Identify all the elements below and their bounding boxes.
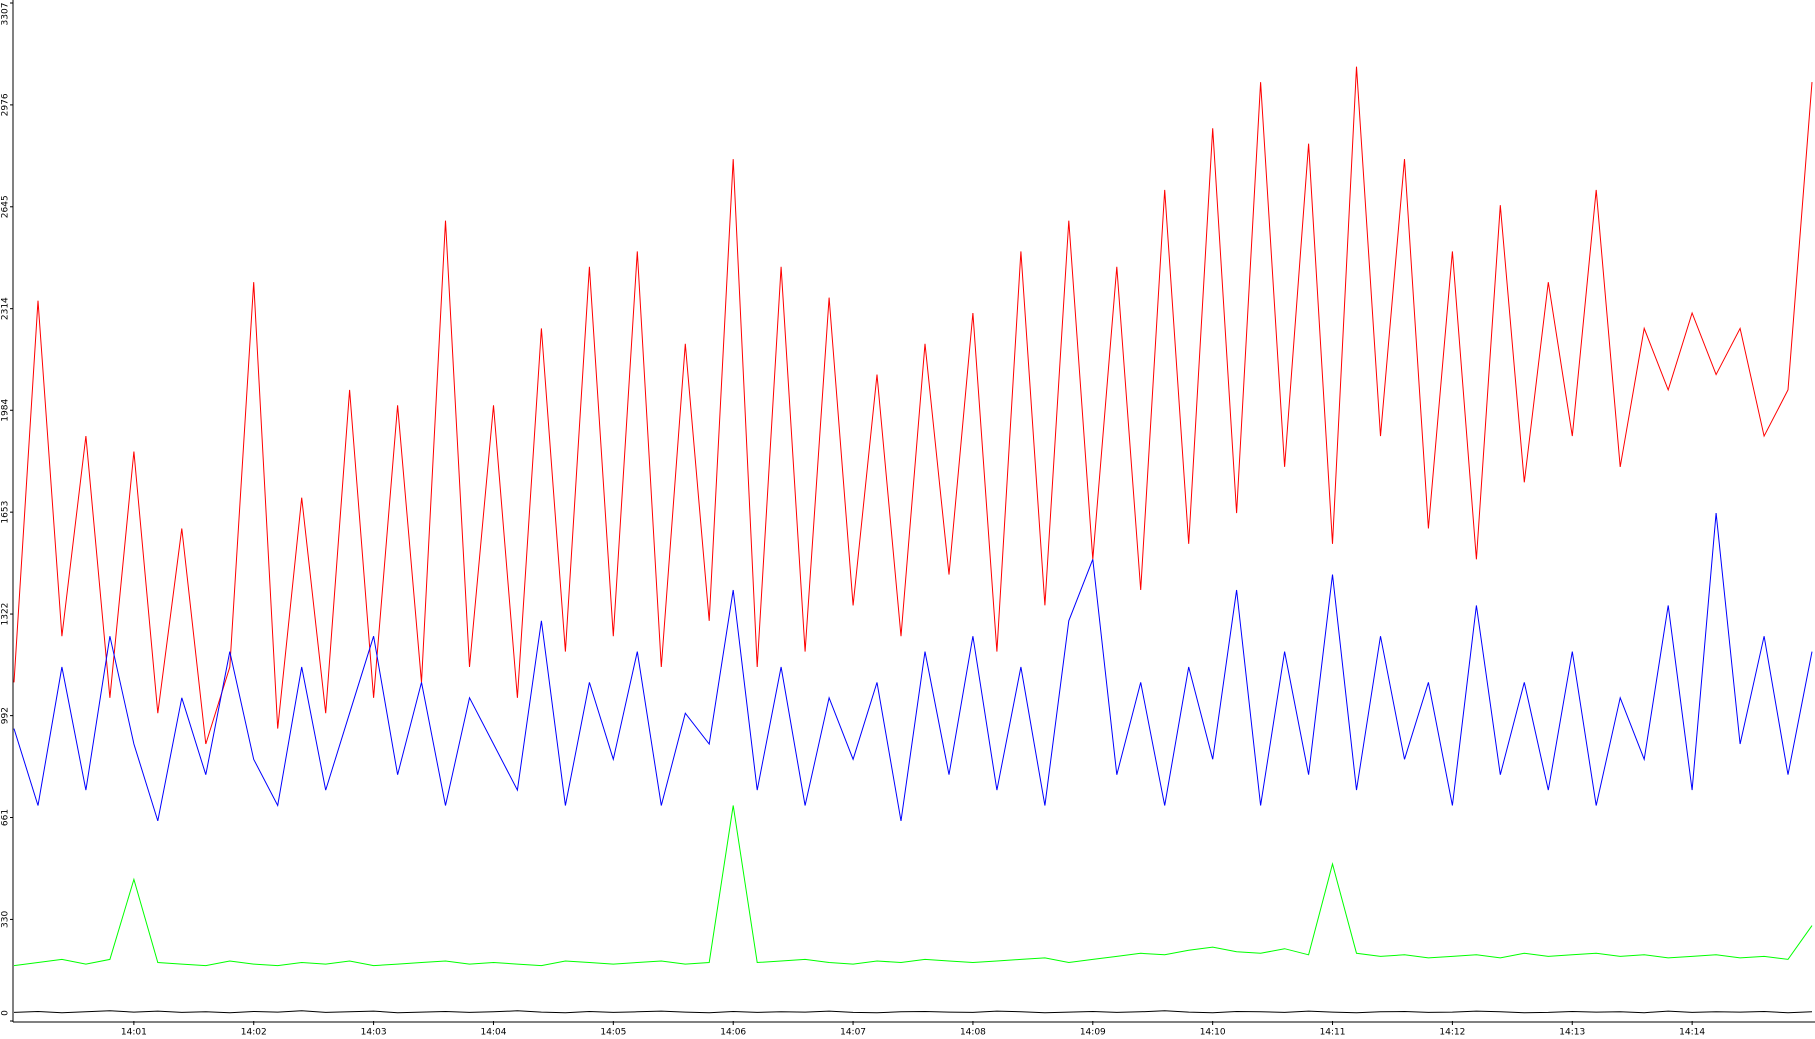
x-tick-label: 14:13	[1559, 1028, 1585, 1038]
x-tick-label: 14:14	[1679, 1028, 1705, 1038]
y-tick-label: 992	[1, 707, 11, 724]
x-tick-label: 14:02	[241, 1028, 267, 1038]
x-tick-label: 14:12	[1439, 1028, 1465, 1038]
y-tick-label: 1984	[1, 399, 11, 422]
y-tick-label: 3307	[1, 3, 11, 26]
y-tick-label: 330	[1, 911, 11, 928]
x-tick-label: 14:04	[480, 1028, 506, 1038]
y-tick-label: 0	[1, 1010, 11, 1016]
x-tick-label: 14:01	[121, 1028, 147, 1038]
series-line	[13, 66, 1813, 745]
x-tick-label: 14:11	[1320, 1028, 1346, 1038]
series-line	[13, 805, 1813, 967]
y-tick-label: 1322	[1, 603, 11, 626]
x-tick-label: 14:08	[960, 1028, 986, 1038]
y-tick-label: 2645	[1, 195, 11, 218]
y-tick-label: 2314	[1, 297, 11, 320]
x-tick-label: 14:10	[1200, 1028, 1226, 1038]
x-tick-label: 14:03	[361, 1028, 387, 1038]
series-line	[13, 513, 1813, 822]
y-tick-label: 661	[1, 809, 11, 826]
y-tick-label: 2976	[1, 93, 11, 116]
x-tick-label: 14:09	[1080, 1028, 1106, 1038]
y-tick-label: 1653	[1, 501, 11, 524]
x-tick-label: 14:07	[840, 1028, 866, 1038]
x-tick-label: 14:05	[600, 1028, 626, 1038]
series-line	[13, 1010, 1813, 1014]
x-tick-label: 14:06	[720, 1028, 746, 1038]
